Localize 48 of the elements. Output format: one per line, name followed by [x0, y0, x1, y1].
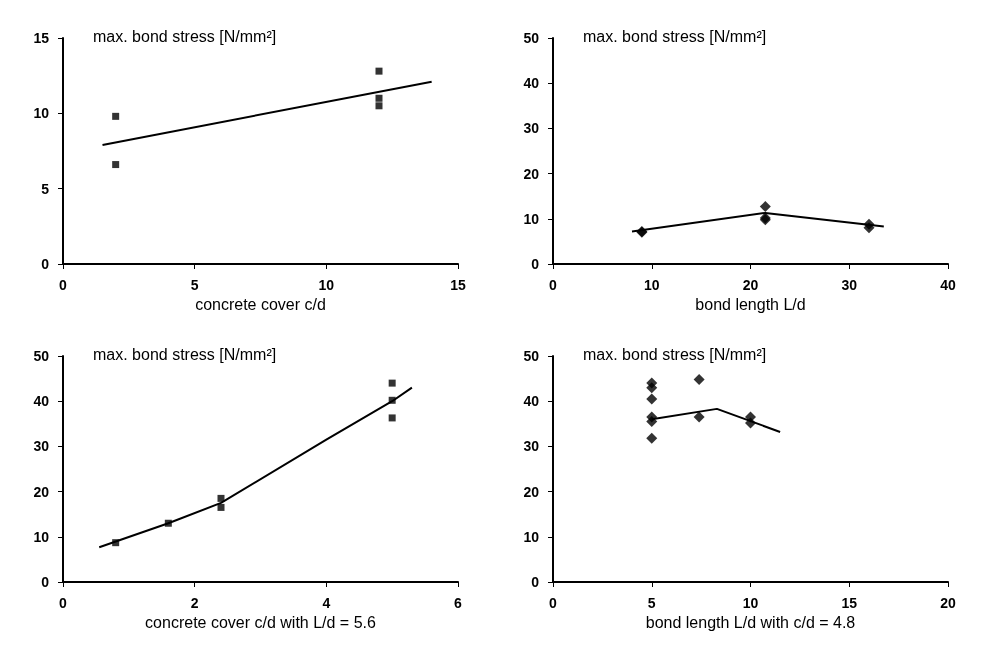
y-tick-label: 5 — [41, 180, 50, 197]
y-axis-title: max. bond stress [N/mm²] — [93, 345, 277, 363]
x-tick-label: 0 — [549, 595, 558, 611]
y-axis-title: max. bond stress [N/mm²] — [93, 27, 277, 45]
x-tick-label: 10 — [742, 595, 759, 611]
x-tick-label: 10 — [643, 277, 660, 293]
x-tick-label: 40 — [940, 277, 956, 293]
y-tick-label: 50 — [523, 348, 540, 364]
x-tick-label: 5 — [647, 595, 656, 611]
y-tick-label: 40 — [523, 75, 540, 92]
y-tick-label: 30 — [523, 438, 540, 455]
x-tick-label: 0 — [59, 277, 68, 293]
y-tick-label: 20 — [523, 165, 540, 182]
y-tick-label: 20 — [33, 483, 50, 500]
y-tick-label: 30 — [523, 120, 540, 137]
y-tick-label: 50 — [33, 348, 50, 364]
y-tick-label: 20 — [523, 483, 540, 500]
y-tick-label: 30 — [33, 438, 50, 455]
y-axis-title: max. bond stress [N/mm²] — [583, 345, 767, 363]
y-tick-label: 10 — [523, 210, 540, 227]
y-tick-label: 0 — [41, 256, 50, 272]
x-tick-label: 15 — [841, 595, 858, 611]
y-tick-label: 10 — [523, 528, 540, 545]
x-axis-title: concrete cover c/d with L/d = 5.6 — [145, 614, 376, 632]
y-tick-label: 0 — [41, 574, 50, 590]
x-tick-label: 6 — [454, 595, 463, 611]
y-tick-label: 10 — [33, 105, 50, 122]
y-tick-label: 40 — [33, 393, 50, 410]
y-tick-label: 50 — [523, 30, 540, 46]
y-tick-label: 40 — [523, 393, 540, 410]
x-tick-label: 5 — [190, 277, 199, 293]
x-tick-label: 4 — [322, 595, 331, 611]
x-tick-label: 2 — [190, 595, 199, 611]
x-tick-label: 30 — [841, 277, 858, 293]
y-tick-label: 15 — [33, 30, 50, 46]
y-tick-label: 10 — [33, 528, 50, 545]
y-tick-label: 0 — [531, 256, 540, 272]
x-tick-label: 20 — [940, 595, 956, 611]
x-tick-label: 0 — [59, 595, 68, 611]
x-tick-label: 0 — [549, 277, 558, 293]
x-tick-label: 15 — [450, 277, 466, 293]
y-axis-title: max. bond stress [N/mm²] — [583, 27, 767, 45]
x-axis-title: bond length L/d with c/d = 4.8 — [645, 614, 856, 632]
x-tick-label: 20 — [742, 277, 759, 293]
x-axis-title: bond length L/d — [695, 296, 806, 314]
y-tick-label: 0 — [531, 574, 540, 590]
x-tick-label: 10 — [318, 277, 335, 293]
x-axis-title: concrete cover c/d — [195, 296, 326, 314]
